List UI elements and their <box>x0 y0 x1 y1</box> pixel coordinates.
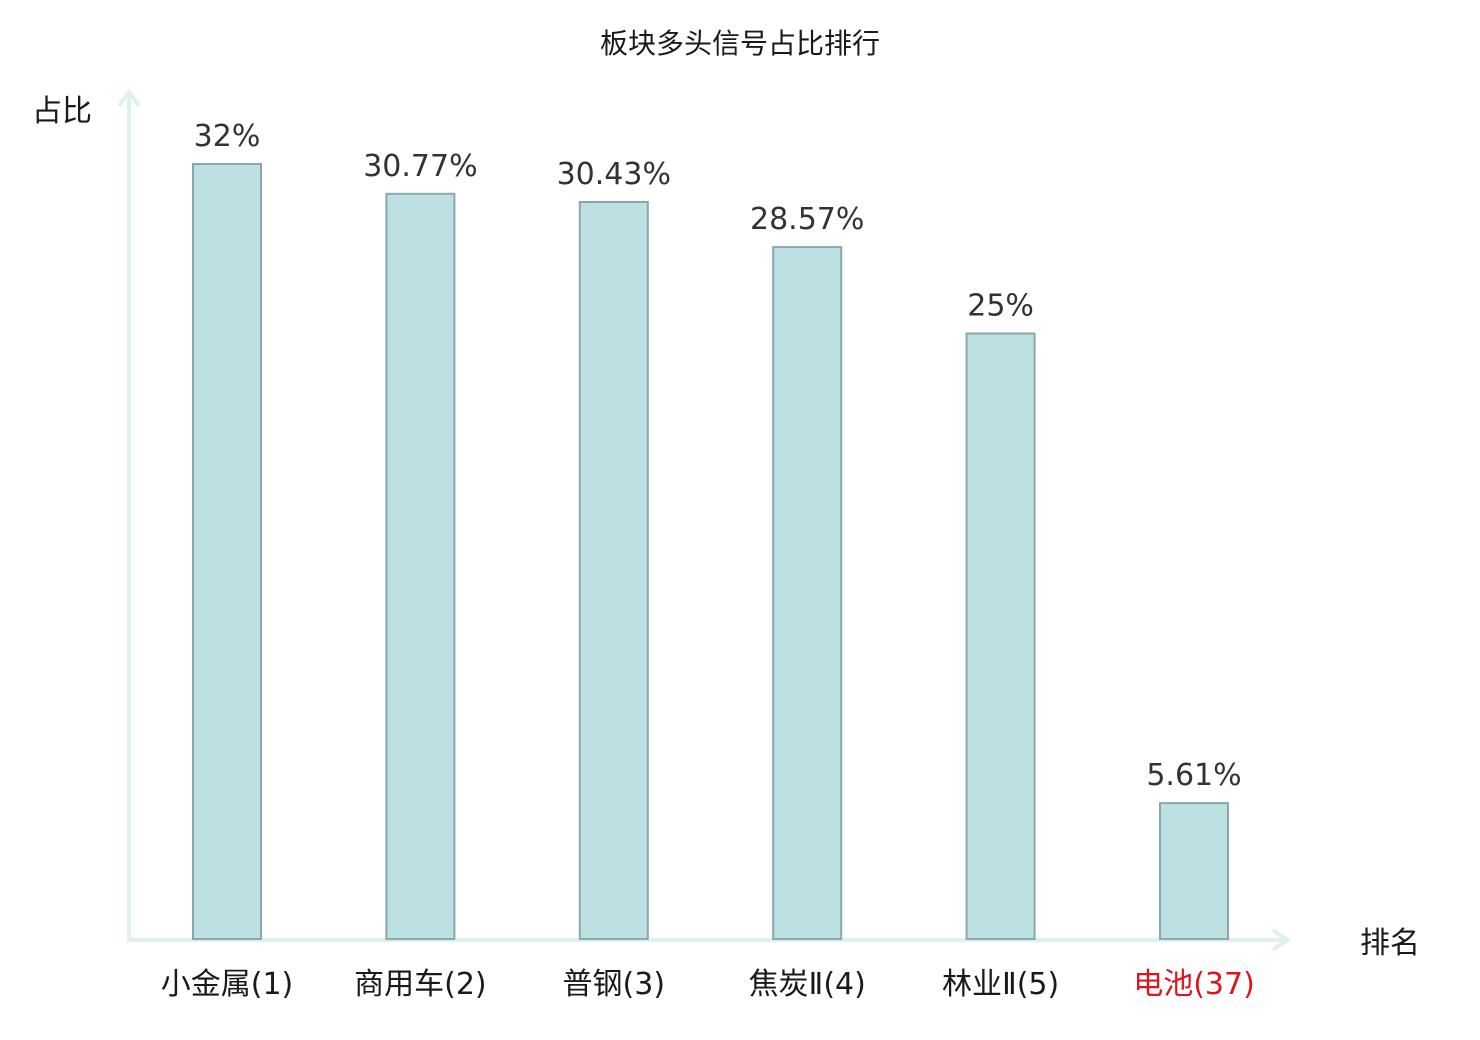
x-axis-label: 排名 <box>1360 926 1420 961</box>
bar <box>385 192 456 941</box>
x-tick-label: 小金属(1) <box>161 967 294 1002</box>
bar <box>965 332 1036 940</box>
x-axis <box>127 928 1291 952</box>
category-labels: 小金属(1) 商用车(2) 普钢(3) 焦炭Ⅱ(4) 林业Ⅱ(5) 电池(37) <box>161 967 1255 1002</box>
bar-value-label: 5.61% <box>1146 758 1241 793</box>
y-axis <box>117 88 141 940</box>
chart-title: 板块多头信号占比排行 <box>600 27 880 60</box>
x-tick-label: 林业Ⅱ(5) <box>942 967 1059 1002</box>
bar-value-label: 28.57% <box>750 202 864 237</box>
bar-value-label: 25% <box>967 289 1034 324</box>
x-tick-label: 电池(37) <box>1133 967 1255 1002</box>
bar-value-label: 30.77% <box>363 149 477 184</box>
x-tick-label: 商用车(2) <box>354 967 487 1002</box>
bar-value-label: 30.43% <box>557 157 671 192</box>
bar <box>772 246 843 941</box>
bar <box>578 201 649 940</box>
value-labels: 32% 30.77% 30.43% 28.57% 25% 5.61% <box>194 119 1242 793</box>
bar-value-label: 32% <box>194 119 261 154</box>
x-tick-label: 焦炭Ⅱ(4) <box>749 967 866 1002</box>
bar-series <box>192 163 1229 941</box>
bar <box>1159 802 1229 940</box>
y-axis-label: 占比 <box>32 94 92 129</box>
x-tick-label: 普钢(3) <box>563 967 666 1002</box>
bar <box>192 163 262 940</box>
